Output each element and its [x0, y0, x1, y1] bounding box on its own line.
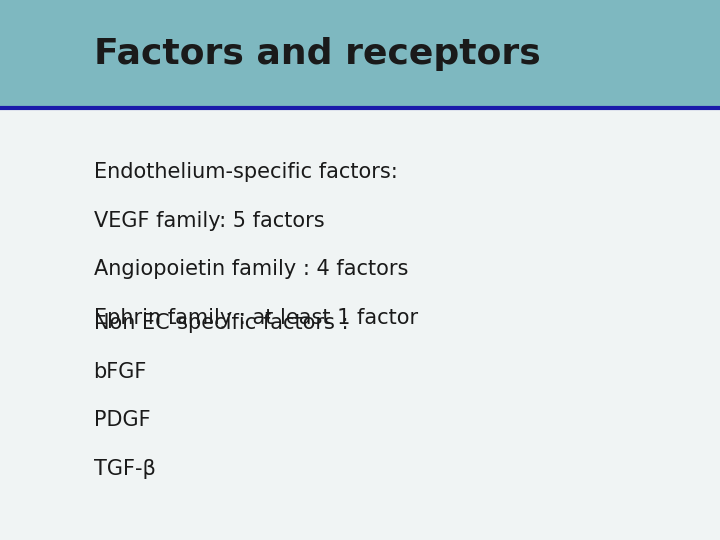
- Text: TGF-β: TGF-β: [94, 459, 156, 479]
- Text: PDGF: PDGF: [94, 410, 150, 430]
- Text: Ephrin family : at least 1 factor: Ephrin family : at least 1 factor: [94, 308, 418, 328]
- Text: Endothelium-specific factors:: Endothelium-specific factors:: [94, 162, 397, 182]
- Text: VEGF family: 5 factors: VEGF family: 5 factors: [94, 211, 324, 231]
- FancyBboxPatch shape: [0, 0, 720, 108]
- Text: bFGF: bFGF: [94, 362, 147, 382]
- Text: Angiopoietin family : 4 factors: Angiopoietin family : 4 factors: [94, 259, 408, 279]
- Text: Factors and receptors: Factors and receptors: [94, 37, 540, 71]
- Text: Non EC-specific factors :: Non EC-specific factors :: [94, 313, 348, 333]
